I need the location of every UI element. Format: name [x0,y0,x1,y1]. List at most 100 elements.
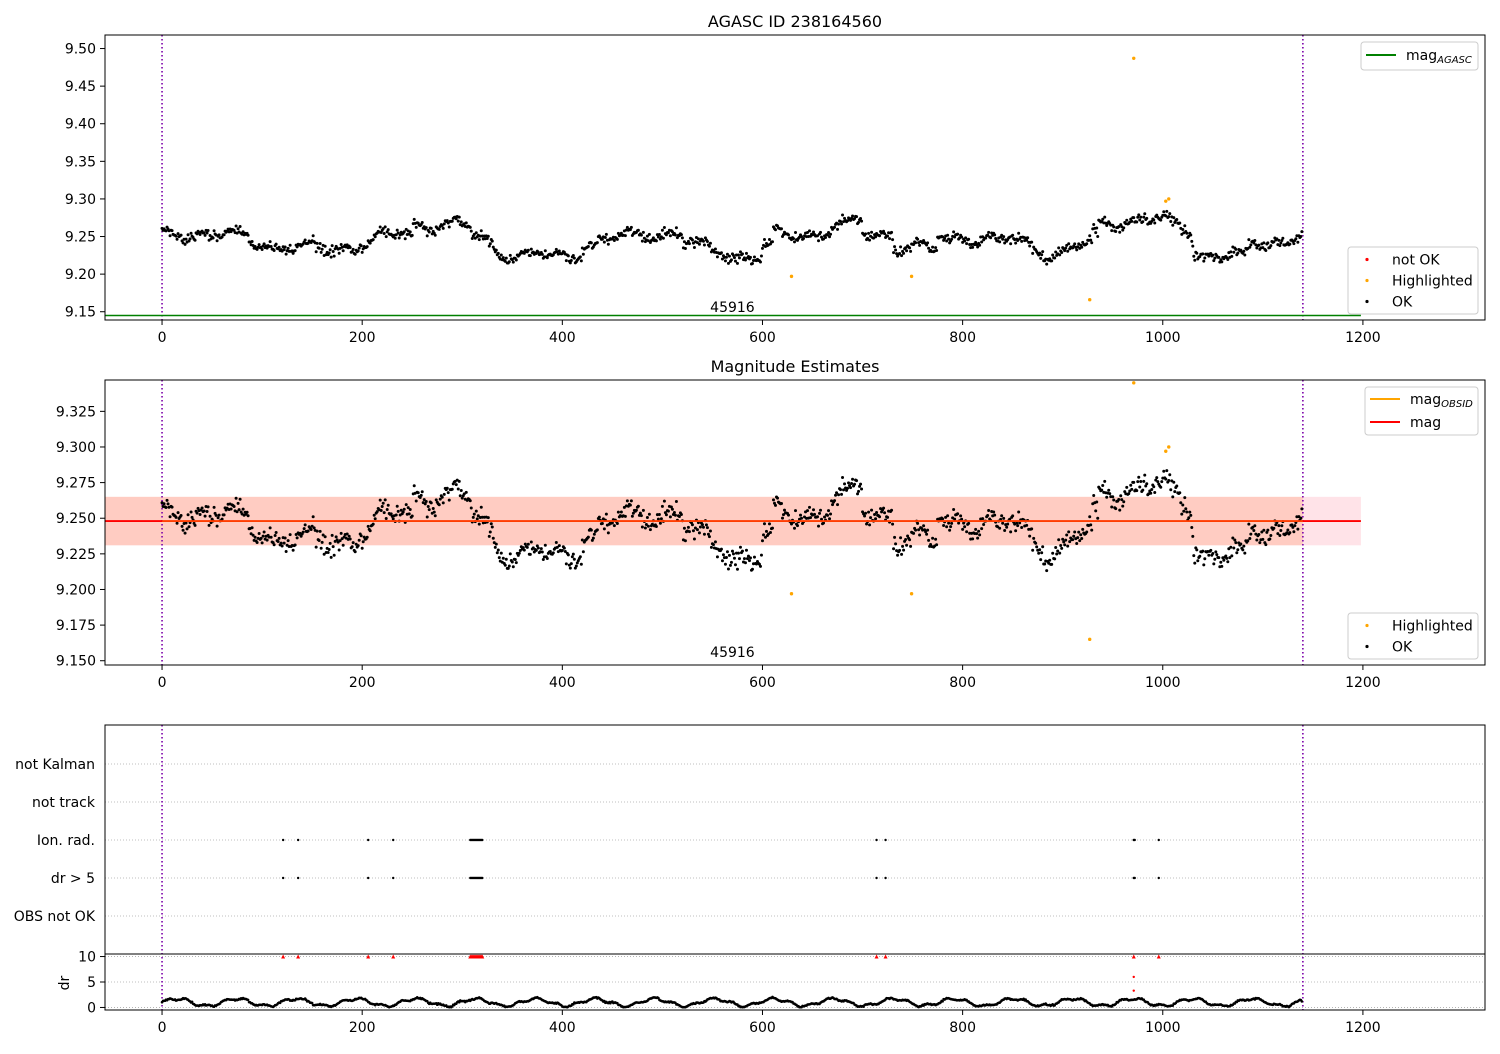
ok-point [232,228,236,232]
ok-point [375,510,379,514]
ok-point [1040,551,1044,555]
estimates-obsid-label: 45916 [710,645,755,661]
ok-point [878,234,882,238]
ok-point [508,552,512,556]
ok-point [373,235,377,239]
ok-point [956,512,960,516]
ok-point [1168,473,1172,477]
ok-point [1190,239,1194,243]
ok-point [853,482,857,486]
ok-point [265,538,269,542]
ok-point [1211,551,1215,555]
ok-point [420,221,424,225]
ok-point [829,232,833,236]
ok-point [1288,531,1292,535]
ok-point [702,532,706,536]
ok-point [946,233,950,237]
ok-point [447,498,451,502]
x-tick-label: 1200 [1345,1020,1381,1036]
ok-point [464,221,468,225]
ok-point [619,231,623,235]
ok-point [373,517,377,521]
ok-point [1185,510,1189,514]
y-tick-label: 9.300 [56,440,96,456]
ok-point [393,236,397,240]
ok-point [168,234,172,238]
ok-point [1094,509,1098,513]
ok-point [206,229,210,233]
ok-point [1100,488,1104,492]
ok-point [1173,490,1177,494]
ok-point [262,530,266,534]
ok-point [697,242,701,246]
ok-point [536,546,540,550]
ok-point [1209,251,1213,255]
ok-point [1135,220,1139,224]
ok-point [170,505,174,509]
mag-obsid-legend-label: magOBSID [1410,392,1473,410]
ok-point [1264,248,1268,252]
estimates-panel-title: Magnitude Estimates [711,357,880,376]
ok-point [1192,554,1196,558]
ok-point [646,524,650,528]
ok-point [628,503,632,507]
x-tick-label: 600 [749,675,776,691]
ok-point [396,509,400,513]
ok-point [339,242,343,246]
ok-point [899,245,903,249]
ok-point [429,226,433,230]
ok-point [1171,223,1175,227]
ok-point [311,234,315,238]
ok-point [737,557,741,561]
ok-point [679,233,683,237]
ok-point [446,491,450,495]
ok-point [1242,544,1246,548]
ok-point [1162,210,1166,214]
ok-point [529,540,533,544]
ok-point [501,556,505,560]
ok-point [732,256,736,260]
ok-point [348,537,352,541]
ok-point [1299,235,1303,239]
ok-point [1195,251,1199,255]
ok-point [1292,530,1296,534]
ok-point [386,503,390,507]
ok-point [174,234,178,238]
ok-point [987,508,991,512]
ok-point [748,255,752,259]
ok-point [185,527,189,531]
estimates-lower-legend-box [1347,612,1479,660]
ok-point [528,552,532,556]
ok-point [901,544,905,548]
ok-point [479,505,483,509]
ok-point [1120,498,1124,502]
ok-point [950,521,954,525]
ok-point [356,544,360,548]
ok-point [1001,521,1005,525]
ok-point [906,534,910,538]
ok-point [826,513,830,517]
ok-point [616,231,620,235]
ok-point [1212,562,1216,566]
ok-point [510,560,514,564]
ok-point [1058,253,1062,257]
ok-point [1300,507,1304,511]
ok-point [274,242,278,246]
ok-point [526,248,530,252]
ok-point [1291,525,1295,529]
ok-point [175,521,179,525]
ok-point [934,246,938,250]
ok-point [1281,236,1285,240]
ok-point [853,217,857,221]
ok-point [351,247,355,251]
ok-point [680,236,684,240]
flag-point [481,876,484,880]
x-tick-label: 800 [949,1020,976,1036]
ok-point [894,248,898,252]
ok-point [279,541,283,545]
ok-point [566,254,570,258]
flag-point [392,838,395,842]
ok-point [211,236,215,240]
ok-point [720,559,724,563]
ok-point [645,234,649,238]
